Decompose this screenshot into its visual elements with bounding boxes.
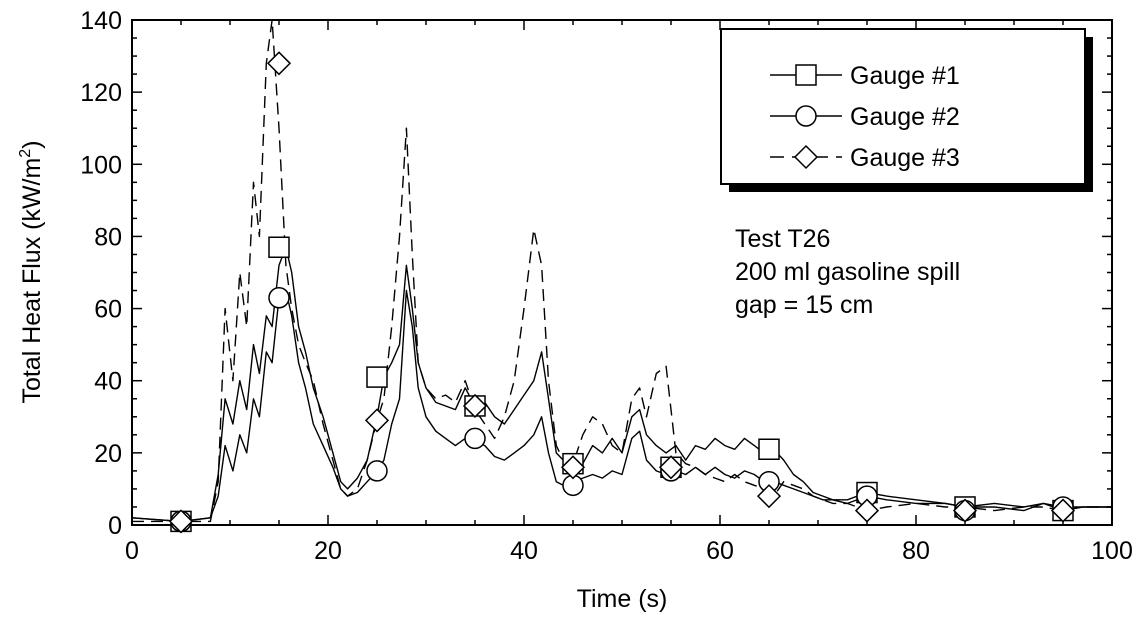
marker-gauge-1 [268, 236, 290, 258]
annotation-gap: gap = 15 cm [735, 291, 873, 319]
y-axis-label-main: Total Heat Flux (kW/m [18, 158, 46, 404]
legend: Gauge #1 Gauge #2 Gauge #3 [720, 28, 1093, 192]
marker-gauge-3 [952, 498, 978, 523]
axis-ticks: 0 20 40 60 80 100 0 20 40 60 80 100 120 140 [80, 7, 1133, 565]
y-axis-label-sup: 2 [17, 149, 34, 158]
x-tick-label: 80 [902, 537, 930, 565]
legend-label-gauge-1: Gauge #1 [850, 62, 960, 90]
y-axis-label: Total Heat Flux (kW/m2) [17, 140, 46, 403]
marker-gauge-3 [266, 51, 292, 76]
series-line-gauge-2 [131, 289, 1112, 523]
marker-gauge-3 [658, 455, 684, 480]
y-tick-label: 40 [94, 368, 122, 396]
x-tick-label: 100 [1091, 537, 1133, 565]
marker-gauge-3 [462, 393, 488, 419]
x-tick-label: 0 [125, 537, 139, 565]
annotation-test-id: Test T26 [735, 225, 830, 253]
y-tick-label: 0 [108, 512, 122, 540]
marker-gauge-3 [854, 498, 880, 523]
legend-label-gauge-3: Gauge #3 [850, 144, 960, 172]
x-axis-label: Time (s) [577, 585, 668, 613]
y-axis-label-end: ) [18, 140, 46, 148]
y-tick-label: 20 [94, 440, 122, 468]
marker-gauge-3 [756, 484, 782, 509]
series-line-gauge-3 [132, 19, 1112, 523]
legend-box [720, 28, 1086, 185]
legend-marker-circle [795, 105, 817, 127]
series-lines [131, 19, 1112, 523]
x-tick-label: 40 [510, 537, 538, 565]
legend-marker-diamond [793, 144, 819, 170]
marker-gauge-2 [366, 460, 388, 482]
marker-gauge-2 [464, 427, 486, 450]
y-tick-label: 60 [94, 296, 122, 324]
legend-label-gauge-2: Gauge #2 [850, 103, 960, 131]
marker-gauge-1 [758, 438, 780, 460]
series-markers [168, 51, 1076, 534]
marker-gauge-3 [1050, 498, 1076, 523]
x-tick-label: 20 [314, 537, 342, 565]
y-tick-label: 100 [80, 151, 122, 179]
y-tick-label: 140 [80, 7, 122, 35]
y-tick-label: 80 [94, 223, 122, 251]
y-tick-label: 120 [80, 79, 122, 107]
legend-marker-square [795, 64, 817, 86]
x-tick-label: 60 [706, 537, 734, 565]
marker-gauge-2 [268, 287, 290, 309]
annotation-spill: 200 ml gasoline spill [735, 258, 960, 286]
marker-gauge-3 [560, 455, 586, 480]
marker-gauge-3 [168, 509, 194, 534]
marker-gauge-3 [364, 408, 390, 433]
marker-gauge-1 [366, 366, 388, 388]
series-line-gauge-1 [131, 246, 1112, 523]
